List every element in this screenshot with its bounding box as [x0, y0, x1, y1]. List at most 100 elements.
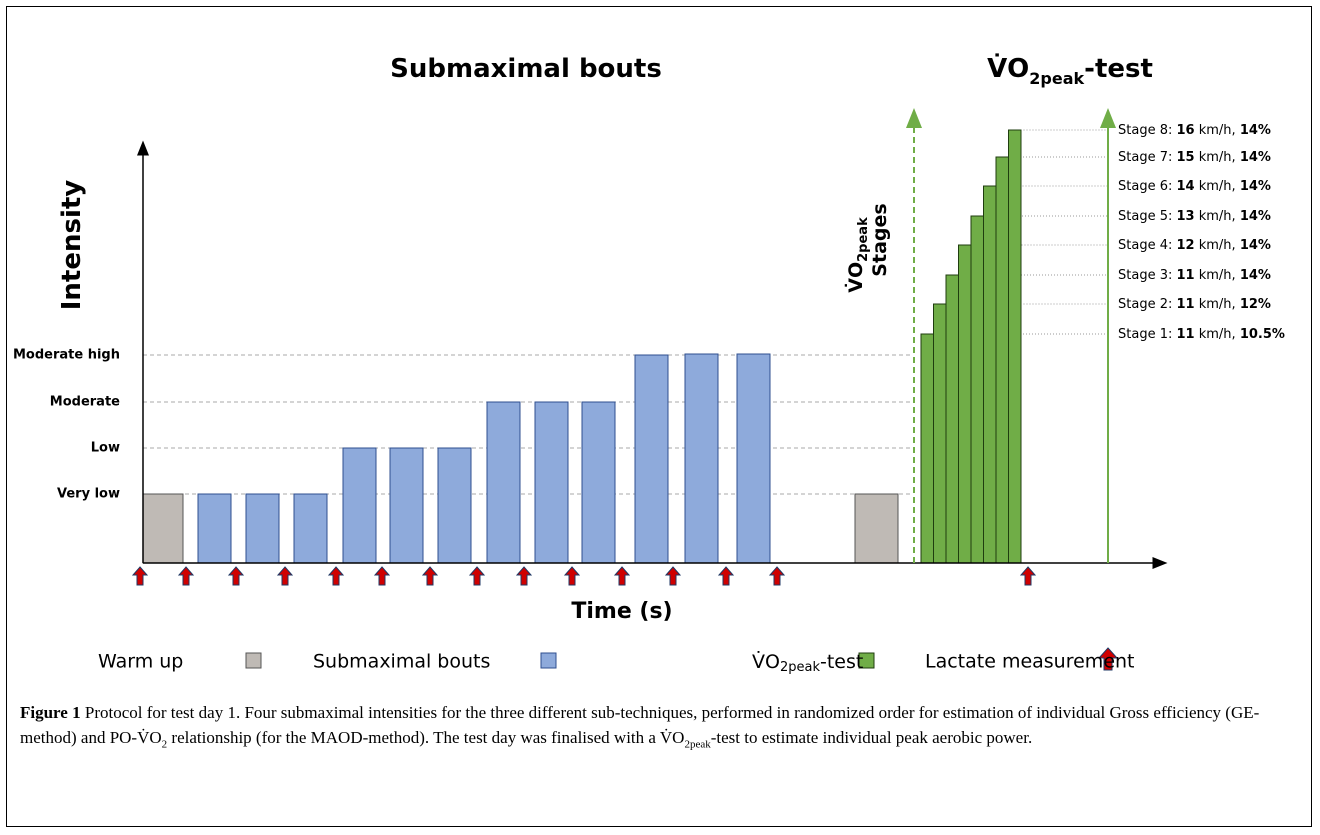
stage-grade: 14% — [1240, 150, 1271, 165]
stage-name: Stage 8: — [1118, 123, 1172, 138]
stage-grade: 14% — [1240, 238, 1271, 253]
lactate-arrow — [468, 566, 486, 586]
stage-unit: km/h, — [1199, 150, 1236, 165]
legend-label: V̇O2peak-test — [752, 650, 863, 674]
lactate-arrow — [327, 566, 345, 586]
vo2-step — [983, 185, 997, 564]
lactate-arrow — [1019, 566, 1037, 586]
stage-label: Stage 2: 11 km/h, 12% — [1118, 297, 1271, 312]
level-label: Low — [91, 441, 120, 456]
submaximal-bar — [534, 401, 569, 564]
stage-unit: km/h, — [1199, 327, 1236, 342]
submaximal-bar — [389, 447, 424, 564]
diagram: Submaximal bouts V̇O2peak-test Intensity… — [13, 52, 1285, 674]
submaximal-bar — [197, 493, 232, 564]
caption-text: relationship (for the MAOD-method). The … — [171, 728, 685, 747]
stage-label: Stage 7: 15 km/h, 14% — [1118, 150, 1271, 165]
stage-grade: 12% — [1240, 297, 1271, 312]
stage-label: Stage 3: 11 km/h, 14% — [1118, 268, 1271, 283]
warm-up-bar — [142, 493, 184, 564]
x-axis-label: Time (s) — [571, 599, 672, 624]
legend-swatch — [245, 652, 262, 669]
legend-arrow — [1097, 647, 1119, 671]
legend-label: Submaximal bouts — [313, 651, 490, 673]
lactate-arrow — [131, 566, 149, 586]
caption-sub: 2peak — [684, 738, 711, 751]
lactate-arrow — [664, 566, 682, 586]
vo2-step — [970, 215, 984, 564]
legend-swatch — [540, 652, 557, 669]
stage-label: Stage 6: 14 km/h, 14% — [1118, 179, 1271, 194]
stage-grade: 14% — [1240, 179, 1271, 194]
stage-grade: 14% — [1240, 268, 1271, 283]
vo2-step — [920, 333, 934, 564]
caption: Figure 1 Protocol for test day 1. Four s… — [20, 700, 1305, 757]
legend-swatch — [858, 652, 875, 669]
submaximal-bar — [486, 401, 521, 564]
vo2-step — [1008, 129, 1022, 564]
title-vo2: V̇O2peak-test — [987, 52, 1153, 88]
vo2-step — [945, 274, 959, 564]
caption-text: Protocol for test day 1. Four submaximal… — [20, 703, 1260, 747]
stage-name: Stage 4: — [1118, 238, 1172, 253]
title-submaximal: Submaximal bouts — [390, 54, 662, 84]
stage-label: Stage 5: 13 km/h, 14% — [1118, 209, 1271, 224]
stage-speed: 11 — [1177, 297, 1195, 312]
caption-sub: 2 — [161, 738, 168, 751]
caption-label: Figure 1 — [20, 703, 81, 722]
stage-speed: 16 — [1177, 123, 1195, 138]
stage-grade: 14% — [1240, 209, 1271, 224]
stages-label: Stages — [869, 203, 891, 276]
stage-unit: km/h, — [1199, 238, 1236, 253]
lactate-arrow — [717, 566, 735, 586]
stage-label: Stage 8: 16 km/h, 14% — [1118, 123, 1271, 138]
lactate-arrow — [421, 566, 439, 586]
stage-label: Stage 1: 11 km/h, 10.5% — [1118, 327, 1285, 342]
lactate-arrow — [563, 566, 581, 586]
stage-speed: 14 — [1177, 179, 1195, 194]
lactate-arrow — [768, 566, 786, 586]
stage-name: Stage 5: — [1118, 209, 1172, 224]
stage-unit: km/h, — [1199, 268, 1236, 283]
lactate-arrow — [613, 566, 631, 586]
submaximal-bar — [634, 354, 669, 564]
stage-speed: 12 — [1177, 238, 1195, 253]
legend-label: Warm up — [98, 651, 183, 673]
stage-unit: km/h, — [1199, 179, 1236, 194]
figure-frame — [6, 6, 1312, 827]
submaximal-bar — [736, 353, 771, 564]
vo2-step — [933, 303, 947, 564]
stage-speed: 13 — [1177, 209, 1195, 224]
level-label: Moderate high — [13, 348, 120, 363]
submaximal-bar — [581, 401, 616, 564]
level-label: Very low — [57, 487, 120, 502]
stage-name: Stage 2: — [1118, 297, 1172, 312]
stage-grade: 14% — [1240, 123, 1271, 138]
stage-speed: 11 — [1177, 327, 1195, 342]
stage-unit: km/h, — [1199, 297, 1236, 312]
stage-name: Stage 3: — [1118, 268, 1172, 283]
stage-grade: 10.5% — [1240, 327, 1285, 342]
stages-label: V̇O2peak — [845, 217, 871, 293]
warm-up-bar — [854, 493, 899, 564]
y-axis-label: Intensity — [57, 180, 87, 311]
stage-unit: km/h, — [1199, 209, 1236, 224]
submaximal-bar — [293, 493, 328, 564]
stage-name: Stage 7: — [1118, 150, 1172, 165]
stage-name: Stage 1: — [1118, 327, 1172, 342]
legend-label: Lactate measurement — [925, 651, 1135, 673]
lactate-arrow — [373, 566, 391, 586]
stage-speed: 15 — [1177, 150, 1195, 165]
submaximal-bar — [342, 447, 377, 564]
caption-text: -test to estimate individual peak aerobi… — [710, 728, 1033, 747]
stage-name: Stage 6: — [1118, 179, 1172, 194]
submaximal-bar — [245, 493, 280, 564]
submaximal-bar — [684, 353, 719, 564]
lactate-arrow — [276, 566, 294, 586]
lactate-arrow — [515, 566, 533, 586]
level-label: Moderate — [50, 395, 120, 410]
vo2-step — [995, 156, 1009, 564]
stage-speed: 11 — [1177, 268, 1195, 283]
submaximal-bar — [437, 447, 472, 564]
